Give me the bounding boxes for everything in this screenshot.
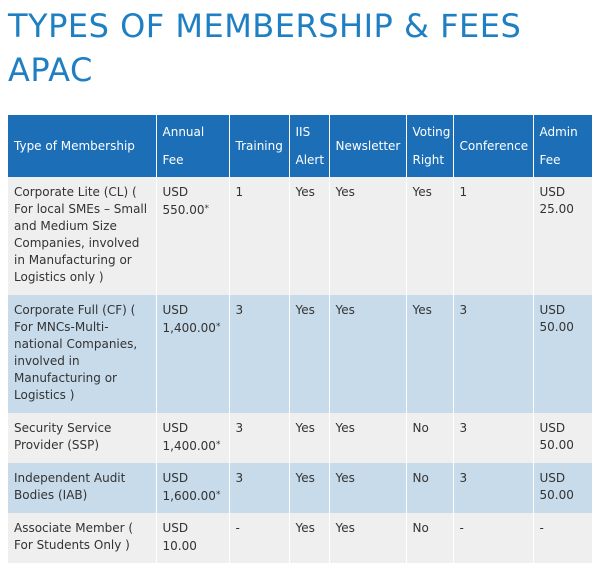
annual-fee-cell: USD 1,400.00*	[156, 413, 230, 463]
annual-fee-cell: USD 550.00*	[156, 177, 230, 295]
training-cell: 3	[229, 413, 290, 463]
conference-cell: 3	[453, 463, 534, 513]
conference-cell: 3	[453, 295, 534, 413]
header-training: Training	[229, 115, 290, 177]
membership-type-cell: Independent Audit Bodies (IAB)	[8, 463, 157, 513]
header-conference: Conference	[453, 115, 534, 177]
newsletter-cell: Yes	[329, 463, 407, 513]
admin-fee-cell: USD 50.00	[533, 413, 592, 463]
header-voting-right: Voting Right	[406, 115, 454, 177]
annual-fee-currency: USD	[162, 185, 189, 199]
annual-fee-currency: USD	[162, 471, 189, 485]
voting-right-cell: Yes	[406, 295, 454, 413]
voting-right-cell: No	[406, 413, 454, 463]
admin-fee-cell: USD 50.00	[533, 295, 592, 413]
conference-cell: 1	[453, 177, 534, 295]
newsletter-cell: Yes	[329, 413, 407, 463]
table-row: Independent Audit Bodies (IAB) USD 1,600…	[8, 463, 592, 513]
annual-fee-amount: 1,400.00	[162, 321, 216, 335]
annual-fee-cell: USD 10.00	[156, 513, 230, 563]
admin-fee-currency: USD	[539, 185, 566, 199]
table-row: Corporate Lite (CL) ( For local SMEs – S…	[8, 177, 592, 295]
training-cell: 3	[229, 463, 290, 513]
iis-alert-cell: Yes	[289, 413, 330, 463]
page-title: TYPES OF MEMBERSHIP & FEES APAC	[8, 7, 522, 89]
newsletter-cell: Yes	[329, 177, 407, 295]
training-cell: 1	[229, 177, 290, 295]
header-newsletter: Newsletter	[329, 115, 407, 177]
annual-fee-cell: USD 1,600.00*	[156, 463, 230, 513]
admin-fee-currency: USD	[539, 303, 566, 317]
membership-type-cell: Security Service Provider (SSP)	[8, 413, 157, 463]
conference-cell: 3	[453, 413, 534, 463]
iis-alert-cell: Yes	[289, 513, 330, 563]
annual-fee-currency: USD	[162, 303, 189, 317]
admin-fee-cell: USD 25.00	[533, 177, 592, 295]
annual-fee-mark: *	[215, 440, 221, 450]
voting-right-cell: Yes	[406, 177, 454, 295]
admin-fee-amount: 50.00	[539, 320, 574, 334]
table-row: Security Service Provider (SSP) USD 1,40…	[8, 413, 592, 463]
membership-type-cell: Corporate Full (CF) ( For MNCs-Multi-nat…	[8, 295, 157, 413]
conference-cell: -	[453, 513, 534, 563]
membership-type-cell: Associate Member ( For Students Only )	[8, 513, 157, 563]
annual-fee-currency: USD	[162, 521, 189, 535]
annual-fee-mark: *	[215, 490, 221, 500]
annual-fee-currency: USD	[162, 421, 189, 435]
training-cell: -	[229, 513, 290, 563]
admin-fee-currency: USD	[539, 471, 566, 485]
voting-right-cell: No	[406, 513, 454, 563]
membership-type-cell: Corporate Lite (CL) ( For local SMEs – S…	[8, 177, 157, 295]
newsletter-cell: Yes	[329, 513, 407, 563]
iis-alert-cell: Yes	[289, 177, 330, 295]
annual-fee-cell: USD 1,400.00*	[156, 295, 230, 413]
training-cell: 3	[229, 295, 290, 413]
header-type-of-membership: Type of Membership	[8, 115, 157, 177]
admin-fee-amount: 25.00	[539, 202, 574, 216]
admin-fee-cell: -	[533, 513, 592, 563]
annual-fee-amount: 10.00	[162, 539, 197, 553]
annual-fee-mark: *	[215, 322, 221, 332]
annual-fee-amount: 1,400.00	[162, 439, 216, 453]
annual-fee-amount: 550.00	[162, 203, 205, 217]
annual-fee-mark: *	[204, 204, 210, 214]
newsletter-cell: Yes	[329, 295, 407, 413]
admin-fee-currency: -	[539, 521, 544, 535]
table-row: Associate Member ( For Students Only ) U…	[8, 513, 592, 563]
admin-fee-cell: USD 50.00	[533, 463, 592, 513]
admin-fee-amount: 50.00	[539, 488, 574, 502]
iis-alert-cell: Yes	[289, 463, 330, 513]
annual-fee-amount: 1,600.00	[162, 489, 216, 503]
header-iis-alert: IIS Alert	[289, 115, 330, 177]
iis-alert-cell: Yes	[289, 295, 330, 413]
table-row: Corporate Full (CF) ( For MNCs-Multi-nat…	[8, 295, 592, 413]
header-annual-fee: Annual Fee	[156, 115, 230, 177]
voting-right-cell: No	[406, 463, 454, 513]
admin-fee-currency: USD	[539, 421, 566, 435]
header-admin-fee: Admin Fee	[533, 115, 592, 177]
admin-fee-amount: 50.00	[539, 438, 574, 452]
table-header-row: Type of Membership Annual Fee Training I…	[8, 115, 592, 177]
membership-fees-table: Type of Membership Annual Fee Training I…	[8, 115, 592, 563]
